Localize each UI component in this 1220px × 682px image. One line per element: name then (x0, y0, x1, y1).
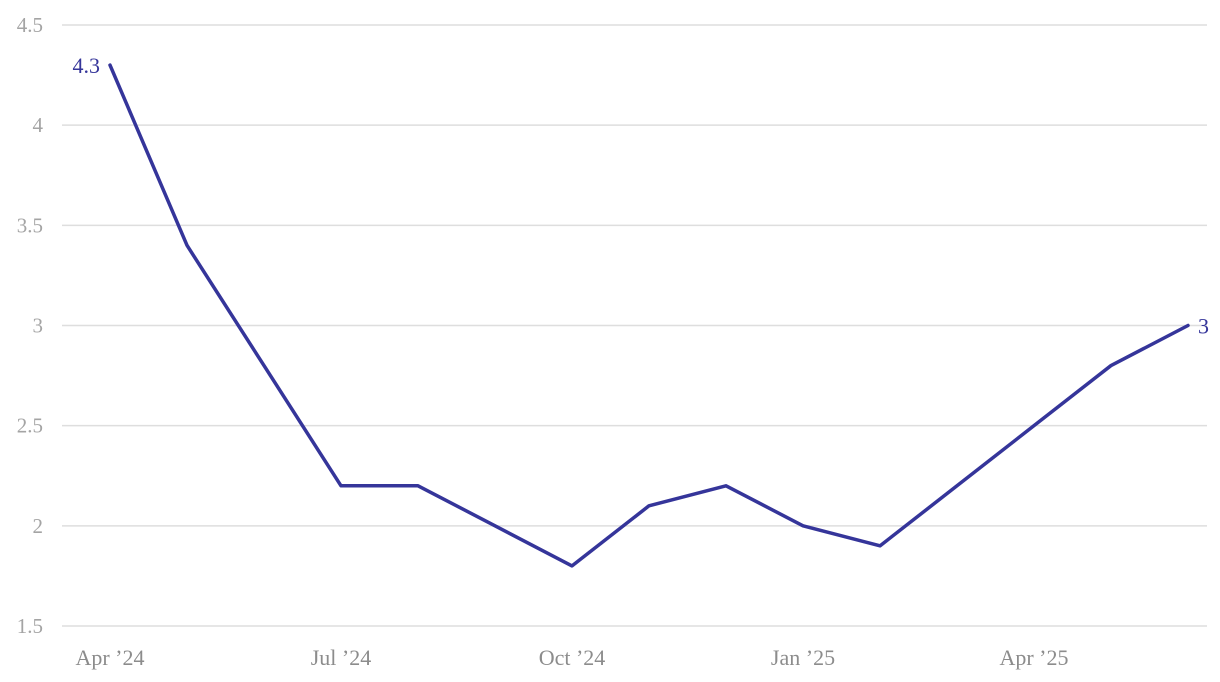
x-tick-label: Apr ’24 (75, 645, 144, 670)
data-labels: 4.33 (73, 53, 1210, 338)
data-label: 3 (1198, 314, 1209, 339)
series-group (108, 63, 1190, 568)
y-tick-label: 1.5 (17, 614, 43, 638)
x-tick-label: Jul ’24 (311, 645, 372, 670)
x-tick-label: Jan ’25 (771, 645, 835, 670)
x-axis-ticks: Apr ’24 Jul ’24 Oct ’24 Jan ’25 Apr ’25 (75, 645, 1068, 670)
y-tick-label: 4.5 (17, 13, 43, 37)
y-tick-label: 2.5 (17, 414, 43, 438)
series-line (108, 63, 1190, 568)
data-label: 4.3 (73, 53, 101, 78)
y-tick-label: 2 (33, 514, 44, 538)
y-tick-label: 4 (33, 113, 44, 137)
y-tick-label: 3.5 (17, 213, 43, 237)
x-tick-label: Apr ’25 (999, 645, 1068, 670)
y-tick-label: 3 (33, 314, 44, 338)
gridlines (62, 24, 1207, 627)
y-axis-ticks: 1.5 2 2.5 3 3.5 4 4.5 (17, 13, 44, 638)
x-tick-label: Oct ’24 (539, 645, 606, 670)
